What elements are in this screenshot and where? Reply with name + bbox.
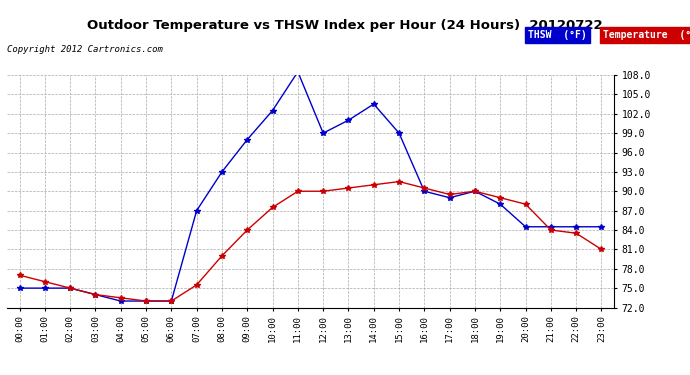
Text: Temperature  (°F): Temperature (°F) bbox=[603, 30, 690, 40]
Text: Copyright 2012 Cartronics.com: Copyright 2012 Cartronics.com bbox=[7, 45, 163, 54]
Text: THSW  (°F): THSW (°F) bbox=[528, 30, 586, 40]
Text: Outdoor Temperature vs THSW Index per Hour (24 Hours)  20120722: Outdoor Temperature vs THSW Index per Ho… bbox=[87, 19, 603, 32]
